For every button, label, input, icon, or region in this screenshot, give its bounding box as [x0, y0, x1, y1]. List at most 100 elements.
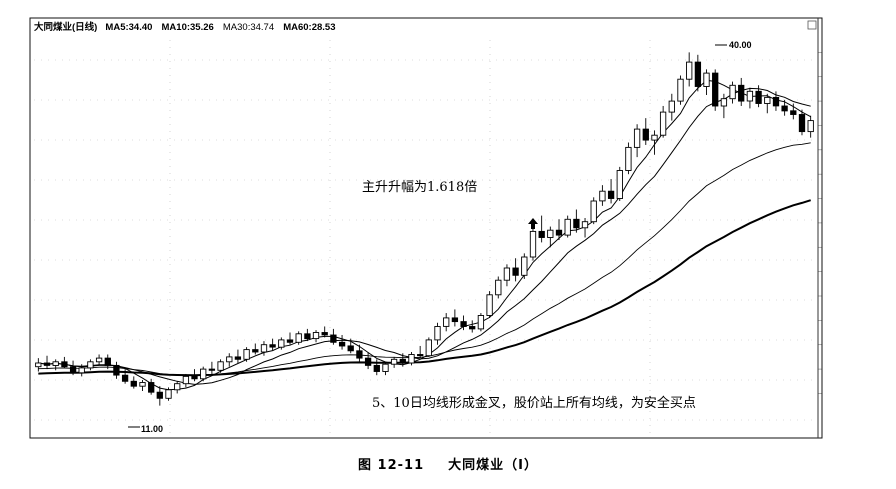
candle-body-down	[269, 344, 276, 348]
candle-body-down	[304, 333, 311, 340]
candle	[364, 352, 372, 370]
moving-average-lines	[38, 79, 811, 391]
candle	[217, 359, 224, 373]
candle-body-up	[200, 368, 207, 380]
candle-body-down	[512, 267, 519, 276]
candle	[200, 366, 207, 382]
candle	[512, 258, 519, 282]
candle	[226, 353, 233, 367]
candle	[659, 105, 667, 138]
candle	[668, 93, 675, 121]
candle-body-up	[659, 111, 667, 136]
candle	[573, 209, 580, 233]
candle-body-up	[477, 315, 485, 330]
candle	[295, 331, 302, 345]
candle-body-up	[87, 361, 94, 369]
candle-body-down	[738, 84, 745, 102]
candle	[243, 347, 250, 362]
candle-body-up	[703, 72, 710, 87]
candle	[755, 85, 762, 108]
candle	[720, 93, 728, 119]
candle-body-up	[95, 357, 103, 363]
candle	[503, 264, 511, 287]
candle-body-down	[607, 190, 615, 199]
candle	[312, 330, 320, 343]
candle	[87, 359, 94, 371]
candle	[399, 353, 406, 367]
candle	[338, 334, 346, 350]
candle	[477, 313, 485, 332]
candle-body-up	[764, 96, 771, 104]
candle-body-up	[668, 100, 675, 113]
candle	[321, 326, 328, 338]
candle-body-up	[599, 190, 606, 202]
candle-body-down	[252, 349, 259, 353]
candle	[651, 130, 658, 155]
candle	[529, 227, 537, 261]
ma30-readout: MA30:34.74	[223, 22, 274, 33]
ma5-readout: MA5:34.40	[105, 22, 152, 33]
candle	[633, 124, 641, 158]
price-axis	[818, 52, 822, 394]
ma10-readout: MA10:35.26	[162, 22, 214, 33]
candle	[269, 338, 276, 351]
candle	[104, 354, 111, 370]
candle-body-down	[69, 366, 77, 374]
candle-body-down	[642, 128, 649, 141]
candle	[52, 359, 59, 371]
candle-body-down	[156, 391, 163, 399]
candle-body-up	[729, 84, 736, 100]
candle-body-down	[772, 96, 780, 107]
candle	[460, 315, 467, 331]
candle-body-up	[217, 361, 224, 371]
candle	[807, 115, 814, 138]
candle	[642, 118, 649, 145]
candle	[139, 380, 146, 392]
candle-body-up	[495, 279, 502, 296]
candle	[607, 179, 615, 204]
candle-body-up	[443, 317, 450, 327]
candle-body-up	[390, 358, 398, 365]
candle	[443, 313, 450, 332]
low-label: 11.00	[141, 424, 163, 434]
candle-body-down	[694, 61, 702, 87]
high-label: 40.00	[729, 40, 752, 50]
candle-body-down	[113, 364, 120, 376]
ma60-readout: MA60:28.53	[283, 22, 335, 33]
candle-body-up	[226, 356, 233, 363]
candle-body-up	[547, 229, 554, 238]
candle-body-up	[174, 383, 181, 391]
annotation-golden-cross: 5、10日均线形成金叉，股价站上所有均线，为安全买点	[372, 395, 696, 411]
candle	[390, 356, 398, 368]
candle	[547, 226, 554, 248]
candle	[182, 373, 190, 388]
candle-body-down	[538, 230, 545, 238]
grid-lines	[34, 40, 816, 436]
candle	[772, 91, 780, 111]
candle	[382, 361, 389, 376]
candle	[521, 253, 528, 279]
candle-body-up	[616, 170, 623, 199]
candle	[738, 77, 745, 106]
figure-number: 图 12-11	[358, 458, 425, 473]
candle-body-up	[651, 134, 658, 141]
ma30-line	[38, 142, 811, 376]
candle-body-up	[521, 256, 528, 276]
candle-body-down	[347, 345, 354, 352]
candle-body-down	[364, 357, 372, 366]
candle	[469, 320, 476, 333]
candle	[581, 218, 589, 238]
window-box-icon[interactable]	[807, 20, 817, 30]
candle	[260, 341, 268, 356]
candle	[191, 369, 198, 382]
candle	[686, 52, 693, 87]
candle	[764, 93, 771, 114]
annotation-main-rise: 主升升幅为1.618倍	[362, 180, 477, 195]
candle	[304, 328, 311, 342]
candle-body-up	[425, 339, 432, 357]
candle	[148, 378, 155, 395]
candle	[694, 54, 702, 92]
candle-body-down	[148, 382, 155, 393]
candle-body-up	[408, 354, 415, 364]
